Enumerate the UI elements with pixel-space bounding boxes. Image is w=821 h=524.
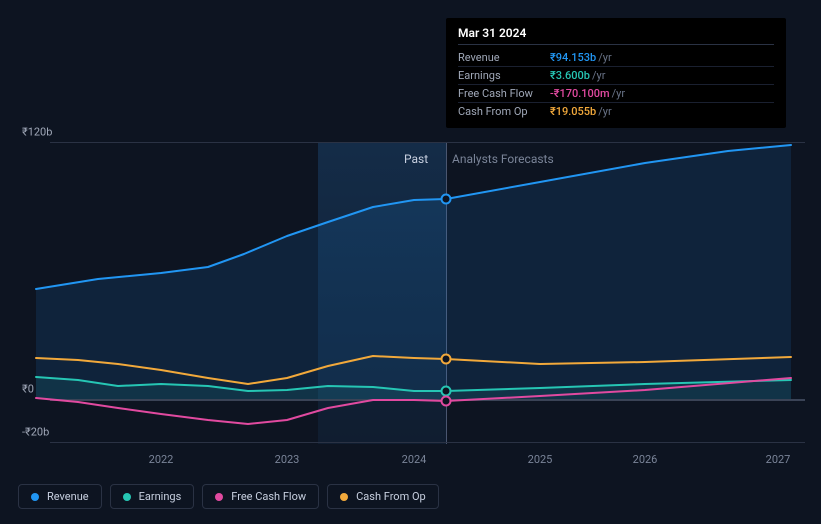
baseline [50,399,805,401]
y-axis-label: ₹0 [22,383,50,396]
legend-item[interactable]: Earnings [110,484,195,509]
tooltip-date: Mar 31 2024 [458,26,774,45]
tooltip-value: -₹170.100m [550,87,610,100]
legend-item[interactable]: Cash From Op [327,484,439,509]
tooltip-value: ₹19.055b [550,105,596,118]
tooltip-unit: /yr [598,51,611,64]
legend-dot-icon [31,493,39,501]
tooltip-rows: Revenue₹94.153b /yrEarnings₹3.600b /yrFr… [458,49,774,120]
x-axis-label: 2022 [149,453,174,466]
legend-label: Free Cash Flow [231,490,306,503]
y-axis-label: -₹20b [22,426,50,439]
tooltip-row: Cash From Op₹19.055b /yr [458,103,774,120]
legend-label: Earnings [139,490,182,503]
y-axis-label: ₹120b [22,126,50,139]
x-axis-label: 2025 [528,453,553,466]
tooltip-unit: /yr [598,105,611,118]
legend-item[interactable]: Free Cash Flow [202,484,319,509]
tooltip-unit: /yr [612,87,625,100]
tooltip-value: ₹3.600b [550,69,590,82]
tooltip-unit: /yr [592,69,605,82]
tooltip-row: Free Cash Flow-₹170.100m /yr [458,85,774,103]
x-axis-label: 2023 [275,453,300,466]
past-label: Past [404,152,428,166]
financial-chart: ₹120b ₹0 -₹20b Past Analysts Forecasts 2… [18,0,805,524]
gridline [50,142,805,143]
tooltip-metric: Earnings [458,69,550,82]
tooltip-row: Earnings₹3.600b /yr [458,67,774,85]
legend-label: Revenue [47,490,89,503]
legend-dot-icon [123,493,131,501]
forecast-label: Analysts Forecasts [452,152,554,166]
legend-dot-icon [340,493,348,501]
tooltip-value: ₹94.153b [550,51,596,64]
gridline [50,442,805,443]
tooltip-metric: Revenue [458,51,550,64]
legend-label: Cash From Op [356,490,426,503]
x-axis-label: 2026 [633,453,658,466]
legend-item[interactable]: Revenue [18,484,102,509]
tooltip-metric: Cash From Op [458,105,550,118]
tooltip-metric: Free Cash Flow [458,87,550,100]
legend-dot-icon [215,493,223,501]
chart-legend: Revenue Earnings Free Cash Flow Cash From O… [18,484,439,509]
chart-tooltip: Mar 31 2024 Revenue₹94.153b /yrEarnings₹… [446,18,786,128]
x-axis-label: 2027 [766,453,791,466]
tooltip-row: Revenue₹94.153b /yr [458,49,774,67]
x-axis-label: 2024 [402,453,427,466]
